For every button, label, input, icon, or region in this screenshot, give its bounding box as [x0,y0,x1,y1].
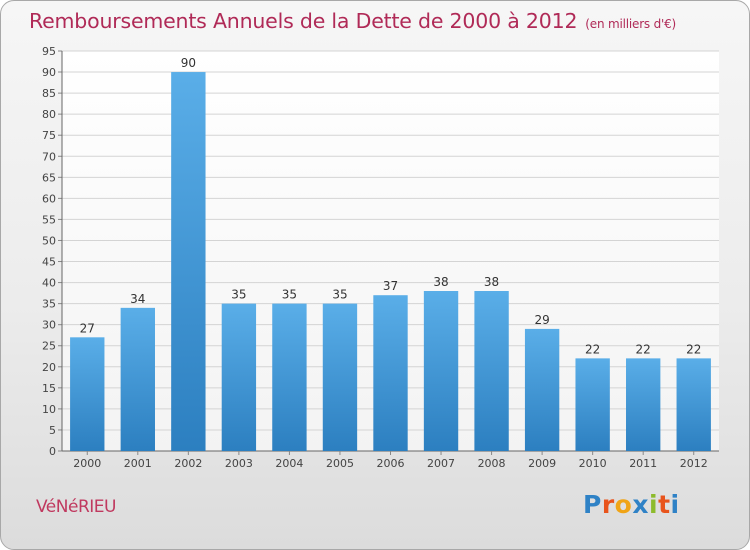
logo-letter: P [583,490,602,519]
data-label: 27 [80,321,95,335]
y-tick-label: 60 [42,192,56,205]
bar-2009[interactable] [524,328,560,451]
bar-2008[interactable] [474,291,509,451]
y-tick-label: 70 [42,150,56,163]
x-tick-label: 2012 [680,457,708,470]
y-tick-label: 25 [42,340,56,353]
bar-2005[interactable] [322,303,358,451]
data-label: 22 [585,342,600,356]
bar-2010[interactable] [575,358,610,451]
y-tick-label: 45 [42,256,56,269]
chart-title: Remboursements Annuels de la Dette de 20… [29,9,676,33]
y-tick-label: 35 [42,298,56,311]
data-label: 35 [282,288,297,302]
logo-letter: o [614,490,633,519]
y-tick-label: 15 [42,382,56,395]
bar-2011[interactable] [626,358,661,451]
x-tick-label: 2004 [275,457,303,470]
bar-2001[interactable] [120,307,155,451]
bar-2004[interactable] [272,303,307,451]
bar-2003[interactable] [221,303,257,451]
commune-name: VéNéRIEU [36,497,116,517]
bar-2012[interactable] [676,358,711,451]
x-tick-label: 2008 [478,457,506,470]
bar-2007[interactable] [423,291,459,451]
y-tick-label: 90 [42,66,56,79]
y-tick-label: 95 [42,45,56,58]
x-tick-label: 2007 [427,457,455,470]
logo-letter: t [658,490,671,519]
y-tick-label: 10 [42,403,56,416]
proxiti-logo[interactable]: Proxiti [583,490,680,519]
y-tick-label: 20 [42,361,56,374]
data-label: 22 [686,342,701,356]
y-tick-label: 30 [42,319,56,332]
bar-2002[interactable] [171,72,206,451]
x-tick-label: 2002 [174,457,202,470]
x-tick-label: 2009 [528,457,556,470]
y-tick-label: 80 [42,108,56,121]
y-tick-label: 0 [49,445,56,458]
x-tick-label: 2011 [629,457,657,470]
y-tick-label: 50 [42,234,56,247]
x-tick-label: 2006 [377,457,405,470]
bar-2006[interactable] [373,295,408,451]
logo-letter: x [632,490,649,519]
y-tick-label: 40 [42,277,56,290]
logo-letter: r [601,490,615,519]
y-tick-label: 75 [42,129,56,142]
data-label: 35 [231,288,246,302]
x-tick-label: 2003 [225,457,253,470]
data-label: 38 [484,275,499,289]
data-label: 90 [181,56,196,70]
x-tick-label: 2010 [579,457,607,470]
y-tick-label: 85 [42,87,56,100]
chart-title-text: Remboursements Annuels de la Dette de 20… [29,9,578,33]
y-tick-label: 5 [49,424,56,437]
x-tick-label: 2000 [73,457,101,470]
logo-letter: i [670,490,680,519]
data-label: 22 [636,342,651,356]
x-tick-label: 2005 [326,457,354,470]
data-label: 35 [332,288,347,302]
y-tick-label: 55 [42,213,56,226]
y-tick-label: 65 [42,171,56,184]
logo-letter: i [649,490,659,519]
data-label: 34 [130,292,145,306]
x-tick-label: 2001 [124,457,152,470]
data-label: 38 [433,275,448,289]
data-label: 29 [534,313,549,327]
data-label: 37 [383,279,398,293]
chart-unit: (en milliers d'€) [585,17,677,31]
bar-2000[interactable] [70,337,105,451]
